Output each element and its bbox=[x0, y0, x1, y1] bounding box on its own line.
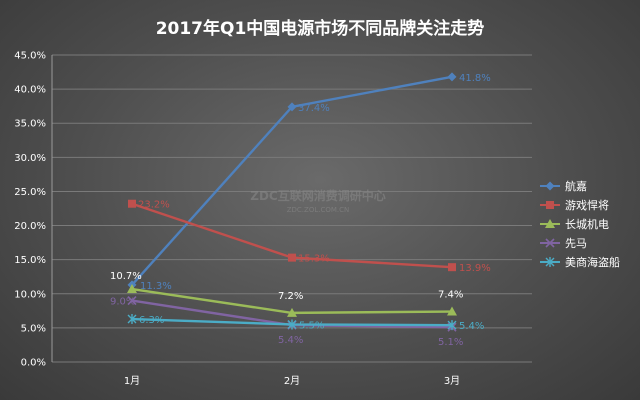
data-label: 5.4% bbox=[459, 321, 484, 332]
legend-label: 航嘉 bbox=[565, 179, 587, 193]
y-tick-label: 15.0% bbox=[14, 255, 46, 266]
grid-lines bbox=[52, 54, 532, 363]
data-label: 9.0% bbox=[110, 297, 135, 308]
data-label: 23.2% bbox=[138, 200, 170, 211]
x-tick-label: 2月 bbox=[284, 375, 300, 387]
series-2 bbox=[128, 199, 456, 272]
data-label: 7.4% bbox=[438, 290, 463, 301]
data-point bbox=[128, 199, 136, 208]
data-point bbox=[127, 284, 137, 294]
x-axis: 1月 2月 3月 bbox=[124, 375, 460, 387]
watermark: ZDC互联网消费调研中心 ZDC.ZOL.COM.CN bbox=[250, 188, 385, 214]
chart-title: 2017年Q1中国电源市场不同品牌关注走势 bbox=[156, 18, 485, 39]
data-point bbox=[127, 296, 137, 306]
watermark-main: ZDC互联网消费调研中心 bbox=[250, 188, 385, 203]
data-label: 13.9% bbox=[459, 263, 491, 274]
data-point bbox=[127, 314, 137, 325]
legend-label: 先马 bbox=[565, 237, 587, 250]
y-tick-label: 45.0% bbox=[14, 51, 46, 62]
series-3 bbox=[127, 284, 457, 317]
data-point bbox=[447, 320, 457, 331]
data-point bbox=[545, 219, 555, 228]
y-tick-label: 35.0% bbox=[14, 119, 46, 130]
data-label: 37.4% bbox=[298, 103, 330, 114]
data-label: 6.3% bbox=[139, 315, 164, 326]
data-labels: 11.3% 37.4% 41.8% 23.2% 15.3% 13.9% 10.7% 7.2% 7… bbox=[110, 73, 491, 348]
legend-label: 游戏悍将 bbox=[565, 198, 609, 212]
data-label: 41.8% bbox=[459, 73, 491, 84]
data-point bbox=[287, 102, 297, 112]
x-tick-label: 1月 bbox=[124, 375, 140, 387]
legend-item: 航嘉 bbox=[540, 179, 587, 193]
y-tick-label: 0.0% bbox=[21, 358, 46, 369]
data-point bbox=[545, 257, 555, 267]
series-group bbox=[127, 72, 457, 332]
data-point bbox=[288, 253, 296, 262]
y-tick-label: 30.0% bbox=[14, 153, 46, 164]
y-axis: 0.0% 5.0% 10.0% 15.0% 20.0% 25.0% 30.0% 35.0% 40… bbox=[14, 51, 53, 369]
legend-item: 长城机电 bbox=[540, 217, 609, 231]
legend-label: 长城机电 bbox=[565, 217, 609, 231]
data-label: 5.1% bbox=[438, 337, 463, 348]
y-tick-label: 25.0% bbox=[14, 187, 46, 198]
data-point bbox=[287, 307, 297, 317]
watermark-sub: ZDC.ZOL.COM.CN bbox=[287, 206, 350, 214]
data-point bbox=[287, 319, 297, 330]
data-label: 10.7% bbox=[110, 271, 142, 282]
legend-label: 美商海盗船 bbox=[565, 255, 620, 269]
y-tick-label: 10.0% bbox=[14, 289, 46, 300]
y-tick-label: 40.0% bbox=[14, 85, 46, 96]
x-tick-label: 3月 bbox=[444, 375, 460, 387]
y-tick-label: 5.0% bbox=[21, 323, 46, 334]
data-point bbox=[448, 263, 456, 272]
series-1 bbox=[127, 72, 457, 290]
data-point bbox=[545, 181, 555, 191]
series-5 bbox=[127, 314, 457, 331]
data-point bbox=[546, 201, 554, 209]
y-tick-label: 20.0% bbox=[14, 221, 46, 232]
data-point bbox=[545, 238, 555, 248]
legend-item: 先马 bbox=[540, 237, 587, 250]
legend-item: 美商海盗船 bbox=[540, 255, 620, 269]
data-label: 5.4% bbox=[278, 335, 303, 346]
data-point bbox=[447, 306, 457, 316]
data-label: 7.2% bbox=[278, 291, 303, 302]
data-label: 11.3% bbox=[140, 281, 172, 292]
data-label: 5.5% bbox=[299, 320, 324, 331]
legend-item: 游戏悍将 bbox=[540, 198, 609, 212]
data-label: 15.3% bbox=[298, 254, 330, 265]
data-point bbox=[447, 72, 457, 82]
